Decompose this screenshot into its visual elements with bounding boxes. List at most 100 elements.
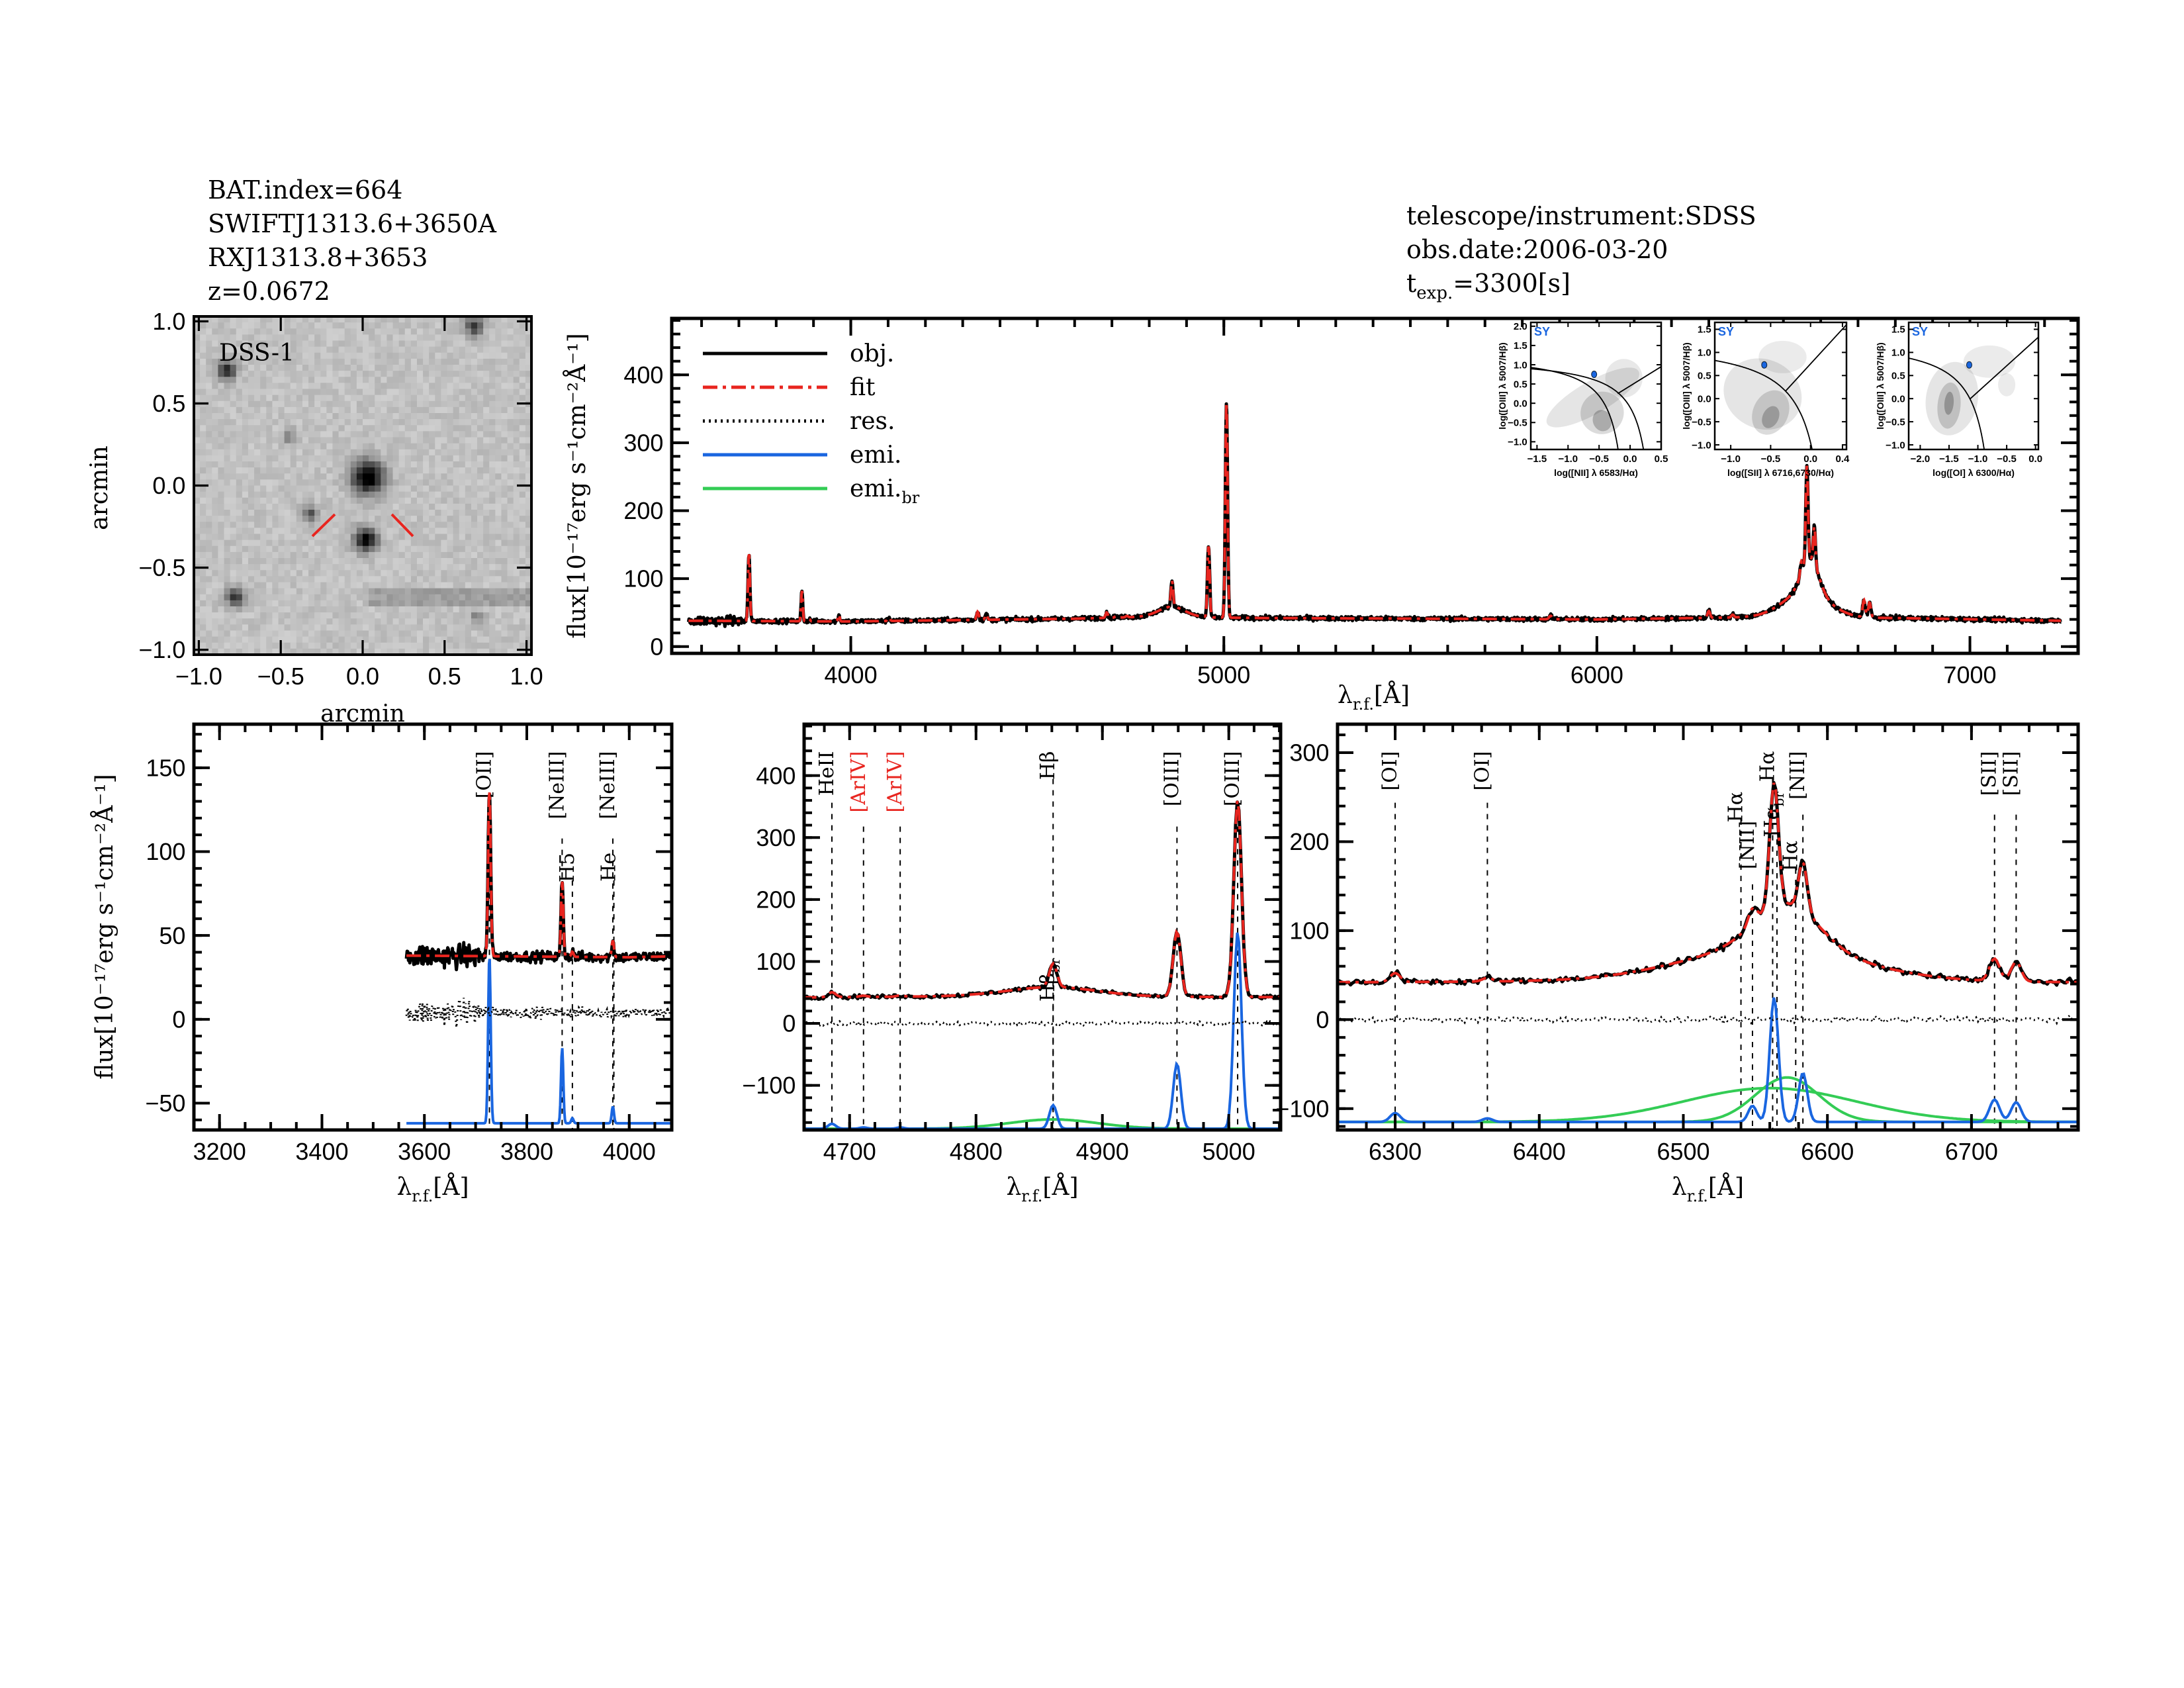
y-axis-label: log([OIII] λ 5007/Hβ) [1681,342,1692,429]
y-tick-label: 0.5 [1514,379,1527,390]
bpt_sii-frame [1713,321,1848,451]
galaxy-density-contour [1762,406,1780,428]
emi-br-line [1338,1086,2078,1123]
bpt_sii-diagram: SY [1715,322,1846,449]
line-name: [ArIV] [847,751,870,813]
lambda-symbol: λ [396,1174,412,1201]
line-name: Hβ [1036,751,1060,780]
x-tick-label: 6400 [1513,1138,1566,1165]
line-marker-label: [OIII] [1221,751,1244,807]
y-tick-label: 100 [1289,917,1329,944]
left-plot-area: [OII] [NeIII] H5 [NeIII] He [404,751,672,1130]
x-axis-label: λr.f.[Å] [1338,681,1410,714]
demarcation-curve [1531,367,1619,449]
y-tick-label: 400 [756,762,796,789]
y-tick-label: 1.5 [1698,324,1711,336]
x-tick-label: 0.0 [346,663,379,690]
x-tick-label: 4800 [950,1138,1003,1165]
y-tick-label: 100 [146,838,185,865]
obj-line [404,792,672,972]
line-marker-label: [SII] [1978,751,2001,796]
y-tick-label: −100 [742,1072,796,1099]
right-axes: 6300 6400 6500 6600 6700 −100 0 100 200 300 [1275,722,2080,1165]
line-name: [NII] [1736,821,1759,869]
x-tick-label: 4900 [1076,1138,1129,1165]
x-tick-label: 4700 [823,1138,876,1165]
legend-text: emi. [850,475,901,502]
line-marker-label: Hα [1779,841,1802,871]
y-tick-label: 200 [756,886,796,913]
y-tick-label: 1.5 [1891,324,1905,336]
lambda-sub: r.f. [1687,1187,1708,1205]
y-axis-label: flux[10⁻¹⁷erg s⁻¹cm⁻²Å⁻¹] [563,333,591,638]
main-plot-area [686,402,2062,628]
texp-sub: exp. [1416,283,1453,303]
galaxy-density-contour [1752,390,1790,435]
lambda-sub: r.f. [1353,695,1374,714]
main-axes: 4000 5000 6000 7000 0 100 200 300 400 [623,316,2080,688]
fit-line [688,402,2062,623]
lambda-unit: [Å] [433,1173,469,1201]
line-name: [OIII] [1221,751,1244,807]
y-tick-label: 300 [1289,739,1329,767]
target-marker-left [311,513,336,538]
line-marker-label: [NeIII] [596,751,619,820]
y-tick-label: 100 [623,565,663,592]
line-name: [NeIII] [545,751,569,820]
emi-br-line [1338,1076,2078,1123]
classification-label: SY [1718,325,1734,338]
y-tick-label: 2.0 [1514,321,1527,332]
y-tick-label: 200 [1289,828,1329,855]
line-marker-label: H5 [556,853,579,882]
line-name: [NeIII] [596,751,619,820]
classification-label: SY [1912,325,1928,338]
x-tick-label: −1.0 [175,663,222,690]
fit-line [406,791,672,959]
legend-item-obj: obj. [703,340,894,367]
target-marker-right [390,513,414,538]
x-tick-label: 4000 [603,1138,656,1165]
legend-label: emi.br [850,475,920,507]
legend-text: fit [850,374,876,401]
seyfert-liner-line [1970,336,2038,399]
res-line [405,997,672,1028]
y-tick-label: 400 [623,361,663,389]
x-tick-label: −1.0 [1721,453,1741,465]
emi-line [804,932,1281,1130]
y-tick-label: 1.0 [1891,348,1905,359]
galaxy-density-contour [1963,345,2016,378]
redshift: z=0.0672 [208,277,330,306]
line-marker-label: Hα [1725,792,1748,822]
x-tick-label: 3400 [295,1138,348,1165]
lambda-symbol: λ [1672,1174,1687,1201]
y-tick-label: 200 [623,497,663,524]
y-tick-label: −50 [145,1090,185,1117]
x-tick-label: 0.0 [2028,453,2042,465]
legend-text: res. [850,408,895,435]
obs-date: obs.date:2006-03-20 [1406,235,1668,264]
galaxy-density-contour [1937,382,1961,429]
line-name: [OIII] [1160,751,1183,807]
bpt_oi-frame [1907,321,2040,451]
x-tick-label: −1.5 [1939,453,1959,465]
texp-symbol: t [1406,269,1416,298]
line-name: H5 [556,853,579,882]
legend-text: emi. [850,442,901,469]
line-marker-label: [SII] [1999,751,2023,796]
y-tick-label: 150 [146,754,185,781]
galaxy-density-contour [1605,359,1643,398]
x-tick-label: 5000 [1197,661,1250,688]
line-name: [NII] [1786,751,1809,800]
y-tick-label: 0.0 [1514,398,1527,409]
x-tick-label: −1.5 [1527,453,1547,465]
exposure-time: texp.=3300[s] [1406,269,1570,303]
y-tick-label: 0 [1316,1006,1329,1033]
dss-axes: −1.0 −0.5 0.0 0.5 1.0 −1.0 −0.5 0.0 0.5 1.0 [138,308,543,690]
x-axis-label: λr.f.[Å] [1006,1173,1078,1205]
bpt_nii-frame [1529,321,1662,451]
legend-item-emi_br: emi.br [703,475,920,507]
